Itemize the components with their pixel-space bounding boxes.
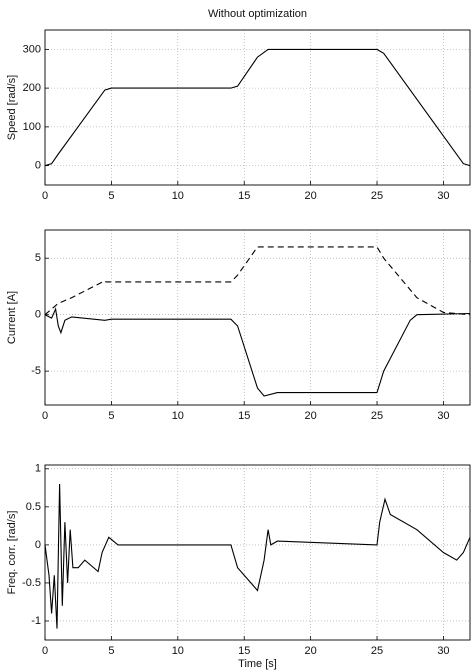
axes-frame: [44, 229, 471, 406]
y-tick-label: 200: [23, 82, 41, 94]
y-tick-label: -1: [31, 615, 41, 627]
data-line: [44, 483, 471, 629]
y-axis-label: Freq. corr. [rad/s]: [6, 511, 18, 595]
y-tick-label: 5: [35, 252, 41, 264]
y-tick-label: 100: [23, 121, 41, 133]
y-tick-label: -0.5: [22, 577, 41, 589]
x-tick-label: 0: [42, 190, 48, 202]
x-tick-label: 25: [371, 645, 383, 657]
axes-frame: [44, 464, 471, 641]
y-tick-label: -5: [31, 365, 41, 377]
y-tick-label: 0: [35, 309, 41, 321]
x-tick-label: 25: [371, 190, 383, 202]
x-tick-label: 10: [172, 190, 184, 202]
chart-title: Without optimization: [208, 8, 307, 20]
x-tick-label: 0: [42, 645, 48, 657]
x-tick-label: 5: [108, 645, 114, 657]
y-tick-label: 0.5: [26, 501, 41, 513]
x-tick-label: 15: [238, 645, 250, 657]
x-tick-label: 30: [437, 645, 449, 657]
axes-frame: [44, 29, 471, 186]
x-axis-label: Time [s]: [238, 658, 277, 670]
x-tick-label: 5: [108, 190, 114, 202]
data-line: [44, 307, 471, 397]
x-tick-label: 10: [172, 645, 184, 657]
y-tick-label: 0: [35, 160, 41, 172]
data-line: [44, 246, 471, 316]
data-line: [44, 48, 471, 167]
y-tick-label: 0: [35, 539, 41, 551]
x-tick-label: 10: [172, 410, 184, 422]
x-tick-label: 20: [305, 190, 317, 202]
x-tick-label: 15: [238, 190, 250, 202]
y-axis-label: Speed [rad/s]: [6, 75, 18, 140]
y-tick-label: 1: [35, 463, 41, 475]
x-tick-label: 30: [437, 190, 449, 202]
x-tick-label: 25: [371, 410, 383, 422]
x-tick-label: 15: [238, 410, 250, 422]
x-tick-label: 30: [437, 410, 449, 422]
x-tick-label: 20: [305, 410, 317, 422]
x-tick-label: 20: [305, 645, 317, 657]
y-axis-label: Current [A]: [6, 291, 18, 344]
x-tick-label: 0: [42, 410, 48, 422]
x-tick-label: 5: [108, 410, 114, 422]
y-tick-label: 300: [23, 43, 41, 55]
